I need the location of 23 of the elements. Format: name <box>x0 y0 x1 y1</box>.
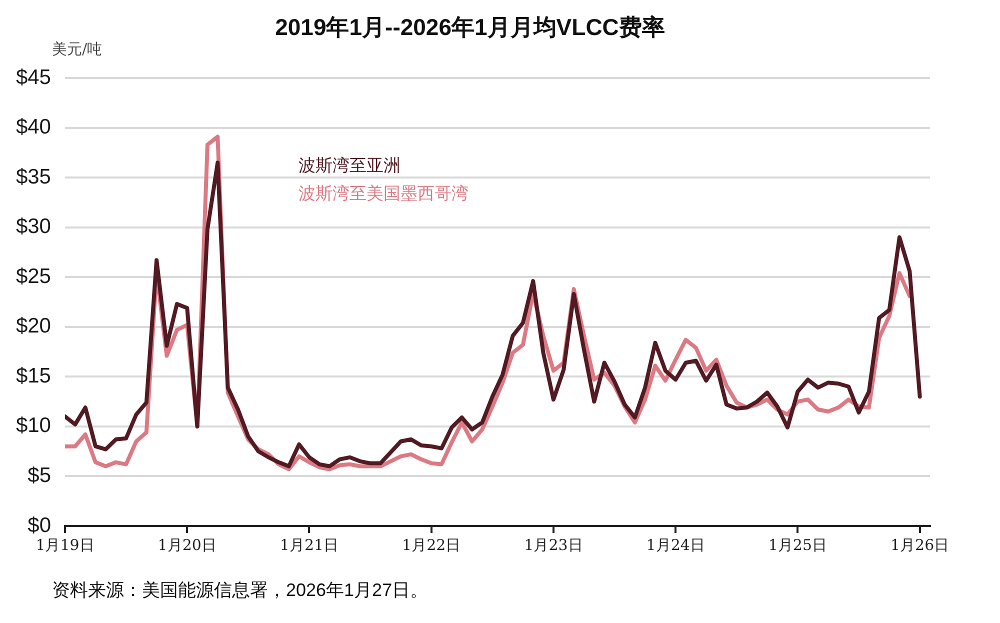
x-tick-label: 1月23日 <box>524 536 583 554</box>
y-tick-label: $5 <box>28 464 51 488</box>
x-tick-label: 1月19日 <box>36 536 94 554</box>
y-tick-label: $40 <box>16 116 51 139</box>
y-tick-label: $30 <box>16 215 51 238</box>
text: 波斯湾至美国墨西哥湾 <box>298 182 469 206</box>
y-tick-label: $35 <box>16 165 51 188</box>
x-tick-label: 1月21日 <box>280 536 339 554</box>
y-tick-label: $0 <box>28 514 51 537</box>
text: 波斯湾至亚洲 <box>298 154 402 178</box>
y-tick-label: $25 <box>16 264 51 288</box>
x-tick-label: 1月20日 <box>158 536 216 554</box>
text: 资料来源：美国能源信息署，2026年1月27日。 <box>52 579 428 602</box>
chart-title: 2019年1月--2026年1月月均VLCC费率 <box>275 14 665 40</box>
y-tick-label: $45 <box>16 66 51 89</box>
x-tick-label: 1月25日 <box>768 536 828 554</box>
x-tick-label: 1月26日 <box>890 536 950 554</box>
x-tick-label: 1月22日 <box>402 536 461 554</box>
y-tick-label: $10 <box>16 414 51 438</box>
y-axis-title: 美元/吨 <box>52 40 102 59</box>
y-tick-label: $20 <box>16 314 51 338</box>
y-tick-label: $15 <box>16 364 51 388</box>
x-tick-label: 1月24日 <box>646 536 705 554</box>
